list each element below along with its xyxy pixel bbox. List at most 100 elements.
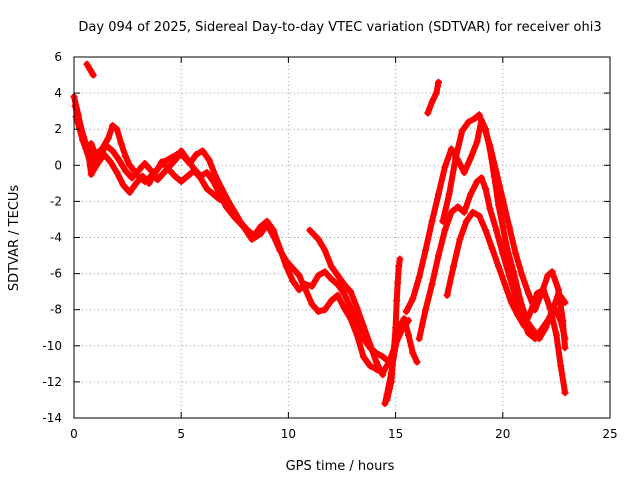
y-tick-label: 6 xyxy=(54,50,62,64)
data-point xyxy=(308,300,316,308)
data-point xyxy=(477,174,485,182)
data-point xyxy=(347,288,355,296)
data-point xyxy=(257,230,265,238)
data-point xyxy=(503,244,511,252)
data-point xyxy=(203,185,211,193)
data-point xyxy=(492,169,500,177)
data-point xyxy=(396,255,404,263)
data-point xyxy=(527,308,535,316)
data-point xyxy=(529,326,537,334)
data-point xyxy=(460,208,468,216)
y-tick-label: -8 xyxy=(50,303,62,317)
data-point xyxy=(102,141,110,149)
data-point xyxy=(505,271,513,279)
data-point xyxy=(458,127,466,135)
data-point xyxy=(94,159,102,167)
data-point xyxy=(449,262,457,270)
data-point xyxy=(495,201,503,209)
data-point xyxy=(295,286,303,294)
y-tick-label: -4 xyxy=(50,231,62,245)
data-point xyxy=(321,306,329,314)
data-point xyxy=(499,196,507,204)
data-point xyxy=(561,344,569,352)
series-arc-12 xyxy=(83,60,97,79)
data-point xyxy=(222,203,230,211)
data-point xyxy=(79,136,87,144)
data-point xyxy=(531,335,539,343)
data-point xyxy=(393,297,401,305)
data-point xyxy=(525,289,533,297)
data-point xyxy=(400,315,408,323)
data-point xyxy=(475,111,483,119)
x-tick-label: 5 xyxy=(177,427,185,441)
data-point xyxy=(347,315,355,323)
data-point xyxy=(239,223,247,231)
data-point xyxy=(263,221,271,229)
data-point xyxy=(177,178,185,186)
data-point xyxy=(334,291,342,299)
data-point xyxy=(439,217,447,225)
data-point xyxy=(415,273,423,281)
data-point xyxy=(340,289,348,297)
series-arc-6 xyxy=(383,255,404,404)
data-point xyxy=(85,154,93,162)
data-point xyxy=(486,205,494,213)
x-tick-label: 25 xyxy=(602,427,617,441)
data-point xyxy=(145,179,153,187)
data-point xyxy=(561,389,569,397)
data-point xyxy=(392,324,400,332)
data-point xyxy=(488,244,496,252)
data-point xyxy=(113,125,121,133)
data-point xyxy=(544,271,552,279)
data-point xyxy=(434,190,442,198)
data-point xyxy=(445,190,453,198)
data-point xyxy=(83,60,91,68)
data-point xyxy=(347,304,355,312)
data-point xyxy=(441,163,449,171)
data-point xyxy=(71,102,79,110)
data-point xyxy=(282,257,290,265)
data-point xyxy=(464,118,472,126)
y-tick-label: -2 xyxy=(50,194,62,208)
data-point xyxy=(486,141,494,149)
data-point xyxy=(321,268,329,276)
data-point xyxy=(121,152,129,160)
x-tick-label: 15 xyxy=(388,427,403,441)
data-point xyxy=(86,66,94,74)
data-point xyxy=(424,109,432,117)
data-point xyxy=(132,179,140,187)
data-point xyxy=(422,246,430,254)
data-point xyxy=(467,190,475,198)
data-point xyxy=(216,196,224,204)
series-arc-4 xyxy=(306,226,387,379)
data-point xyxy=(499,223,507,231)
data-point xyxy=(467,154,475,162)
data-point xyxy=(518,271,526,279)
data-point xyxy=(184,172,192,180)
data-point xyxy=(121,167,129,175)
data-point xyxy=(389,351,397,359)
x-axis-title: GPS time / hours xyxy=(286,459,395,474)
data-point xyxy=(546,304,554,312)
series-line xyxy=(444,209,568,396)
data-point xyxy=(387,378,395,386)
data-point xyxy=(480,122,488,130)
data-point xyxy=(428,280,436,288)
data-point xyxy=(321,246,329,254)
data-point xyxy=(109,122,117,130)
data-point xyxy=(434,252,442,260)
data-point xyxy=(295,271,303,279)
data-point xyxy=(209,190,217,198)
data-point xyxy=(154,176,162,184)
series-arc-10 xyxy=(443,208,569,397)
y-tick-label: -6 xyxy=(50,267,62,281)
data-point xyxy=(104,134,112,142)
data-point xyxy=(231,214,239,222)
data-point xyxy=(166,154,174,162)
data-point xyxy=(473,178,481,186)
data-point xyxy=(447,145,455,153)
y-axis-title: SDTVAR / TECUs xyxy=(7,185,22,292)
data-point xyxy=(192,150,200,158)
data-point xyxy=(209,178,217,186)
data-point xyxy=(428,217,436,225)
